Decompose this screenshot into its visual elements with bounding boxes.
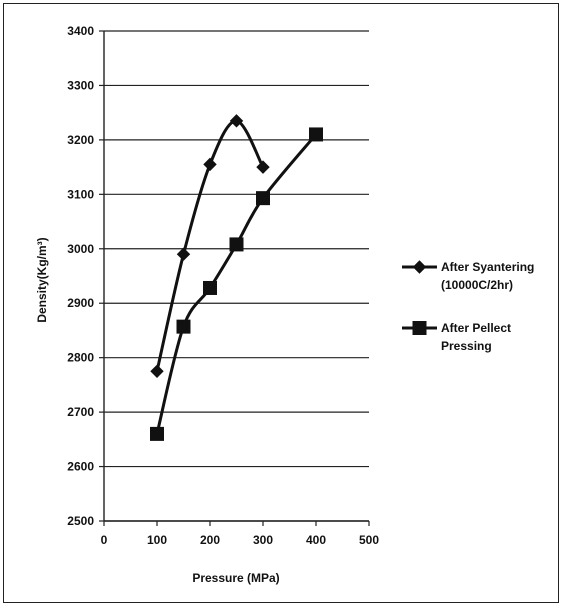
- series-group: [150, 114, 323, 441]
- legend-label: Pressing: [441, 339, 492, 353]
- data-point: [150, 426, 164, 441]
- x-tick-label: 0: [101, 533, 108, 547]
- y-tick-label: 3300: [67, 78, 94, 92]
- y-tick-label: 2900: [67, 296, 94, 310]
- x-tick-labels: 0 100 200 300 400 500: [101, 533, 380, 547]
- x-tick-label: 500: [359, 533, 379, 547]
- data-point: [229, 237, 244, 252]
- y-tick-label: 2800: [67, 351, 94, 365]
- x-tick-label: 400: [306, 533, 326, 547]
- series-2: [150, 127, 323, 441]
- data-point: [229, 114, 244, 128]
- y-tick-label: 3000: [67, 242, 94, 256]
- series-line: [155, 133, 318, 435]
- grid-lines: [104, 30, 369, 522]
- data-point: [256, 160, 270, 174]
- axes: [99, 30, 370, 526]
- legend-label: After Pellect: [441, 321, 511, 335]
- data-point: [150, 364, 164, 378]
- data-point: [203, 280, 217, 295]
- legend-item-2: After Pellect Pressing: [402, 321, 511, 353]
- y-tick-label: 3200: [67, 133, 94, 147]
- data-point: [176, 247, 191, 261]
- y-tick-label: 3100: [67, 187, 94, 201]
- x-tick-label: 200: [200, 533, 220, 547]
- y-tick-label: 2500: [67, 514, 94, 528]
- y-tick-labels: 2500 2600 2700 2800 2900 3000 3100 3200 3300 3400: [67, 24, 94, 528]
- y-tick-label: 2600: [67, 460, 94, 474]
- legend-label: (10000C/2hr): [441, 278, 513, 292]
- data-point: [176, 319, 191, 334]
- chart-frame: [3, 3, 559, 603]
- data-point: [256, 191, 270, 206]
- y-tick-label: 2700: [67, 405, 94, 419]
- x-axis-label: Pressure (MPa): [192, 571, 279, 585]
- y-tick-label: 3400: [67, 24, 94, 38]
- y-axis-label: Density(Kg/m³): [35, 237, 49, 322]
- data-point: [309, 127, 323, 142]
- legend-label: After Syantering: [441, 260, 534, 274]
- x-tick-label: 100: [147, 533, 167, 547]
- x-tick-label: 300: [253, 533, 273, 547]
- legend-item-1: After Syantering (10000C/2hr): [402, 260, 534, 292]
- data-point: [203, 157, 217, 172]
- legend-marker: [412, 260, 427, 274]
- series-1: [150, 114, 270, 378]
- legend-marker: [412, 321, 427, 335]
- series-line: [155, 119, 265, 372]
- legend: After Syantering (10000C/2hr) After Pellec…: [402, 260, 534, 353]
